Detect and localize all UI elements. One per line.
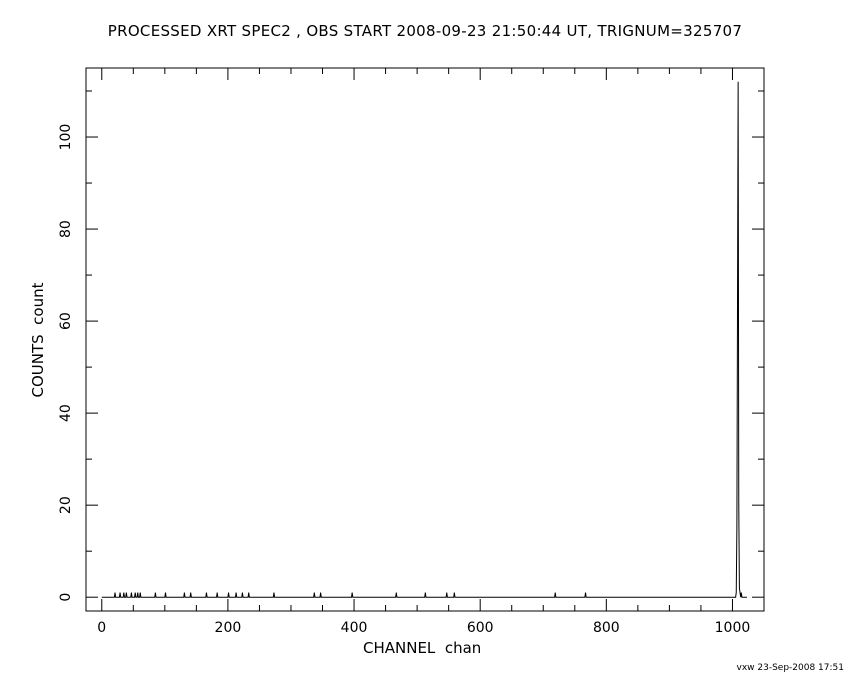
x-tick-label: 0 (97, 620, 106, 636)
footer-timestamp: vxw 23-Sep-2008 17:51 (736, 663, 845, 673)
x-tick-label: 1000 (715, 620, 751, 636)
y-tick-label: 40 (58, 404, 74, 422)
y-tick-label: 80 (58, 220, 74, 238)
axis-tick-labels: 0 200 400 600 800 1000 0 20 40 60 80 100 (58, 124, 750, 636)
plot-frame (85, 67, 765, 612)
x-tick-label: 600 (467, 620, 494, 636)
y-tick-label: 20 (58, 496, 74, 514)
x-tick-label: 400 (341, 620, 368, 636)
spectrum-series-line (101, 81, 747, 598)
chart-title: PROCESSED XRT SPEC2 , OBS START 2008-09-… (107, 22, 743, 40)
y-axis-label: COUNTS count (29, 282, 47, 398)
x-tick-label: 800 (593, 620, 620, 636)
y-tick-label: 100 (58, 124, 74, 151)
axis-ticks (86, 68, 764, 611)
y-tick-label: 60 (58, 312, 74, 330)
y-tick-label: 0 (58, 593, 74, 602)
x-axis-label: CHANNEL chan (363, 639, 482, 657)
x-tick-label: 200 (215, 620, 242, 636)
